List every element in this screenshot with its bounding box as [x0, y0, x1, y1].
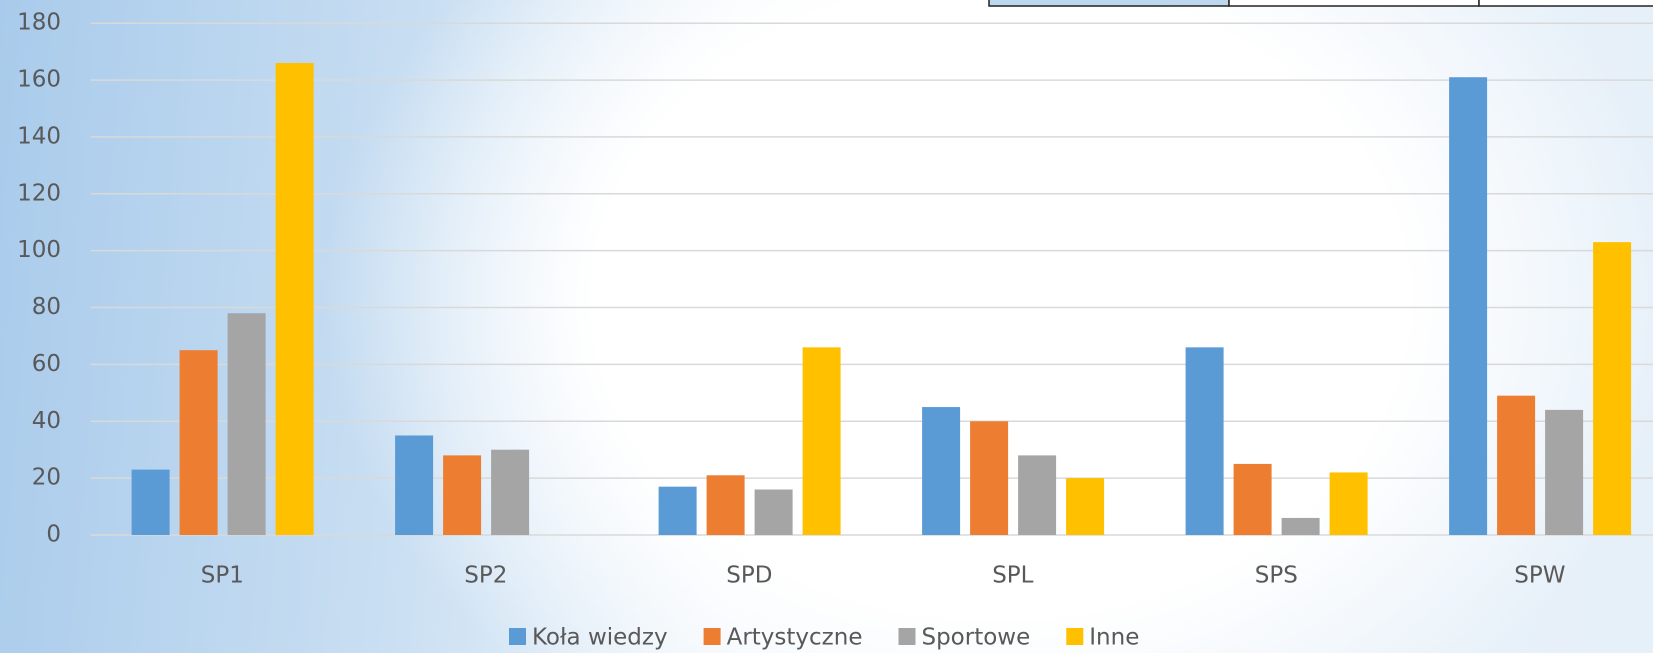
bar: [443, 455, 482, 535]
bar: [1233, 463, 1272, 535]
bar: [970, 421, 1009, 535]
y-tick-label: 120: [17, 180, 61, 206]
x-tick-label: SP2: [464, 563, 507, 589]
y-tick-label: 140: [17, 123, 61, 149]
bar: [1497, 395, 1536, 535]
bar: [1545, 409, 1584, 535]
bar: [754, 489, 793, 535]
bar: [802, 347, 841, 535]
bar: [395, 435, 434, 535]
bar: [1329, 472, 1368, 535]
bar: [1593, 242, 1632, 536]
bar: [1449, 77, 1488, 536]
x-tick-label: SP1: [201, 563, 244, 589]
bar: [1185, 347, 1224, 535]
y-tick-label: 20: [32, 465, 61, 491]
y-tick-label: 100: [17, 237, 61, 263]
legend-swatch: [1066, 628, 1084, 645]
legend-swatch: [898, 628, 916, 645]
bar: [922, 407, 961, 535]
legend-label: Inne: [1089, 625, 1139, 651]
bar: [131, 469, 170, 535]
legend-label: Sportowe: [921, 625, 1030, 651]
legend-swatch: [703, 628, 721, 645]
y-tick-label: 60: [32, 351, 61, 377]
legend-label: Koła wiedzy: [532, 625, 668, 651]
y-tick-label: 0: [46, 522, 61, 548]
legend-label: Artystyczne: [727, 625, 863, 651]
y-tick-label: 80: [32, 294, 61, 320]
bar: [491, 449, 530, 535]
legend-swatch: [509, 628, 526, 645]
y-tick-label: 180: [17, 10, 61, 36]
bar: [1018, 455, 1057, 535]
table-fragment: [988, 0, 1653, 7]
x-tick-label: SPW: [1514, 563, 1565, 589]
x-tick-label: SPL: [992, 563, 1033, 589]
x-tick-label: SPD: [726, 563, 772, 589]
bar: [227, 313, 266, 535]
x-tick-label: SPS: [1255, 563, 1298, 589]
bar: [179, 350, 218, 535]
y-tick-label: 40: [32, 408, 61, 434]
bar: [1281, 517, 1320, 535]
bar: [1066, 478, 1105, 535]
bar: [275, 63, 314, 536]
bar: [706, 475, 745, 535]
bar: [658, 486, 697, 535]
y-tick-label: 160: [17, 67, 61, 93]
